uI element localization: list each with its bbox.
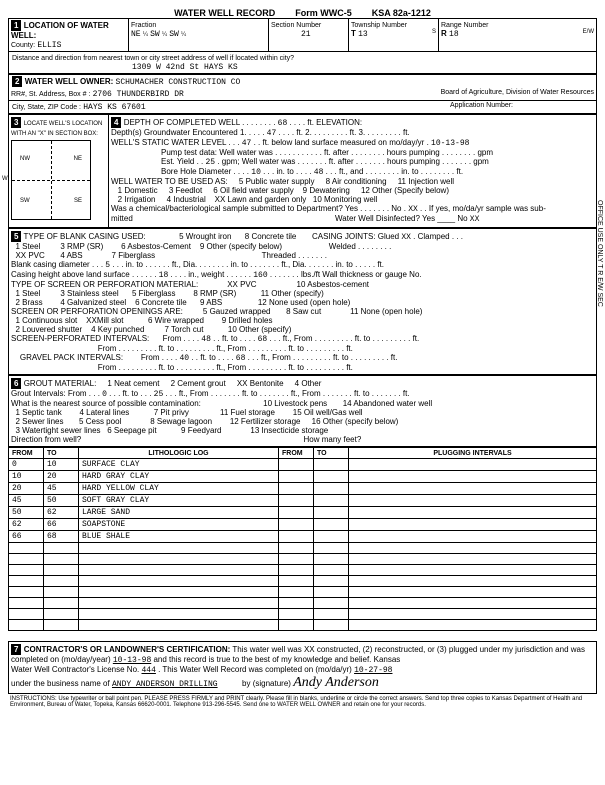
num-7: 7 bbox=[11, 644, 21, 655]
log-table: FROM TO LITHOLOGIC LOG FROM TO PLUGGING … bbox=[8, 447, 597, 631]
table-row bbox=[9, 587, 597, 598]
log-h5: TO bbox=[314, 448, 349, 459]
log-h4: FROM bbox=[279, 448, 314, 459]
footer: INSTRUCTIONS: Use typewriter or ball poi… bbox=[8, 694, 597, 710]
table-row: 4550SOFT GRAY CLAY bbox=[9, 495, 597, 507]
dist-label: Distance and direction from nearest town… bbox=[12, 55, 294, 62]
table-row bbox=[9, 576, 597, 587]
section-6: 6 GROUT MATERIAL: 1 Neat cement 2 Cement… bbox=[8, 375, 597, 447]
log-h3: LITHOLOGIC LOG bbox=[79, 448, 279, 459]
county: ELLIS bbox=[37, 41, 61, 50]
rng-label: Range Number bbox=[441, 22, 488, 29]
num-2: 2 bbox=[12, 76, 22, 87]
table-row bbox=[9, 620, 597, 631]
section-7: 7 CONTRACTOR'S OR LANDOWNER'S CERTIFICAT… bbox=[8, 641, 597, 694]
side-text: OFFICE USE ONLY T R E/W SEC bbox=[596, 200, 603, 307]
section-5: 5 TYPE OF BLANK CASING USED: 5 Wrought i… bbox=[8, 228, 597, 375]
table-row: 010SURFACE CLAY bbox=[9, 459, 597, 471]
sec: 21 bbox=[301, 30, 311, 39]
table-row bbox=[9, 554, 597, 565]
table-row bbox=[9, 609, 597, 620]
addr: 1309 W 42nd St HAYS KS bbox=[132, 63, 238, 72]
loc-title: LOCATION OF WATER WELL: bbox=[11, 21, 109, 40]
ksa: KSA 82a-1212 bbox=[372, 8, 431, 18]
appno: Application Number: bbox=[450, 102, 513, 109]
twp-label: Township Number bbox=[351, 22, 407, 29]
owner-name: SCHUMACHER CONSTRUCTION CO bbox=[116, 78, 241, 87]
title: WATER WELL RECORD bbox=[174, 8, 275, 18]
board: Board of Agriculture, Division of Water … bbox=[441, 89, 594, 96]
signature: Andy Anderson bbox=[293, 675, 379, 690]
depth-val: 68 bbox=[278, 119, 288, 128]
table-row: 1020HARD GRAY CLAY bbox=[9, 471, 597, 483]
num-4: 4 bbox=[111, 117, 121, 128]
section-1: 1 LOCATION OF WATER WELL:County: ELLIS F… bbox=[8, 18, 597, 74]
table-row: 5062LARGE SAND bbox=[9, 507, 597, 519]
rng: 18 bbox=[449, 30, 459, 39]
twp: 13 bbox=[358, 30, 368, 39]
table-row: 6266SOAPSTONE bbox=[9, 519, 597, 531]
cert-title: CONTRACTOR'S OR LANDOWNER'S CERTIFICATIO… bbox=[24, 645, 231, 654]
owner-addr-label: RR#, St. Address, Box # : bbox=[11, 91, 90, 98]
log-h1: FROM bbox=[9, 448, 44, 459]
frac-label: Fraction bbox=[131, 22, 156, 29]
section-box: NW NE SW SE W bbox=[11, 140, 91, 220]
table-row bbox=[9, 565, 597, 576]
table-row: 2045HARD YELLOW CLAY bbox=[9, 483, 597, 495]
f3: SW bbox=[169, 30, 179, 39]
locate-title: LOCATE WELL'S LOCATION WITH AN "X" IN SE… bbox=[11, 121, 102, 137]
log-h6: PLUGGING INTERVALS bbox=[349, 448, 597, 459]
num-3: 3 bbox=[11, 117, 21, 128]
depth-title: DEPTH OF COMPLETED WELL bbox=[124, 118, 240, 127]
table-row bbox=[9, 598, 597, 609]
log-h2: TO bbox=[44, 448, 79, 459]
num-5: 5 bbox=[11, 231, 21, 242]
table-row: 6668BLUE SHALE bbox=[9, 531, 597, 543]
city-label: City, State, ZIP Code : bbox=[12, 104, 81, 111]
owner-title: WATER WELL OWNER: bbox=[25, 77, 114, 86]
num-6: 6 bbox=[11, 378, 21, 389]
section-2: 2 WATER WELL OWNER: SCHUMACHER CONSTRUCT… bbox=[8, 74, 597, 114]
section-3-4: 3 LOCATE WELL'S LOCATION WITH AN "X" IN … bbox=[8, 114, 597, 228]
table-row bbox=[9, 543, 597, 554]
f2: SW bbox=[150, 30, 160, 39]
owner-addr: 2706 THUNDERBIRD DR bbox=[93, 90, 184, 99]
form-header: WATER WELL RECORD Form WWC-5 KSA 82a-121… bbox=[8, 8, 597, 18]
sec-label: Section Number bbox=[271, 22, 321, 29]
owner-city: HAYS KS 67601 bbox=[83, 103, 145, 112]
f1: NE bbox=[131, 30, 141, 39]
form-no: Form WWC-5 bbox=[295, 8, 352, 18]
num-1: 1 bbox=[11, 20, 21, 31]
